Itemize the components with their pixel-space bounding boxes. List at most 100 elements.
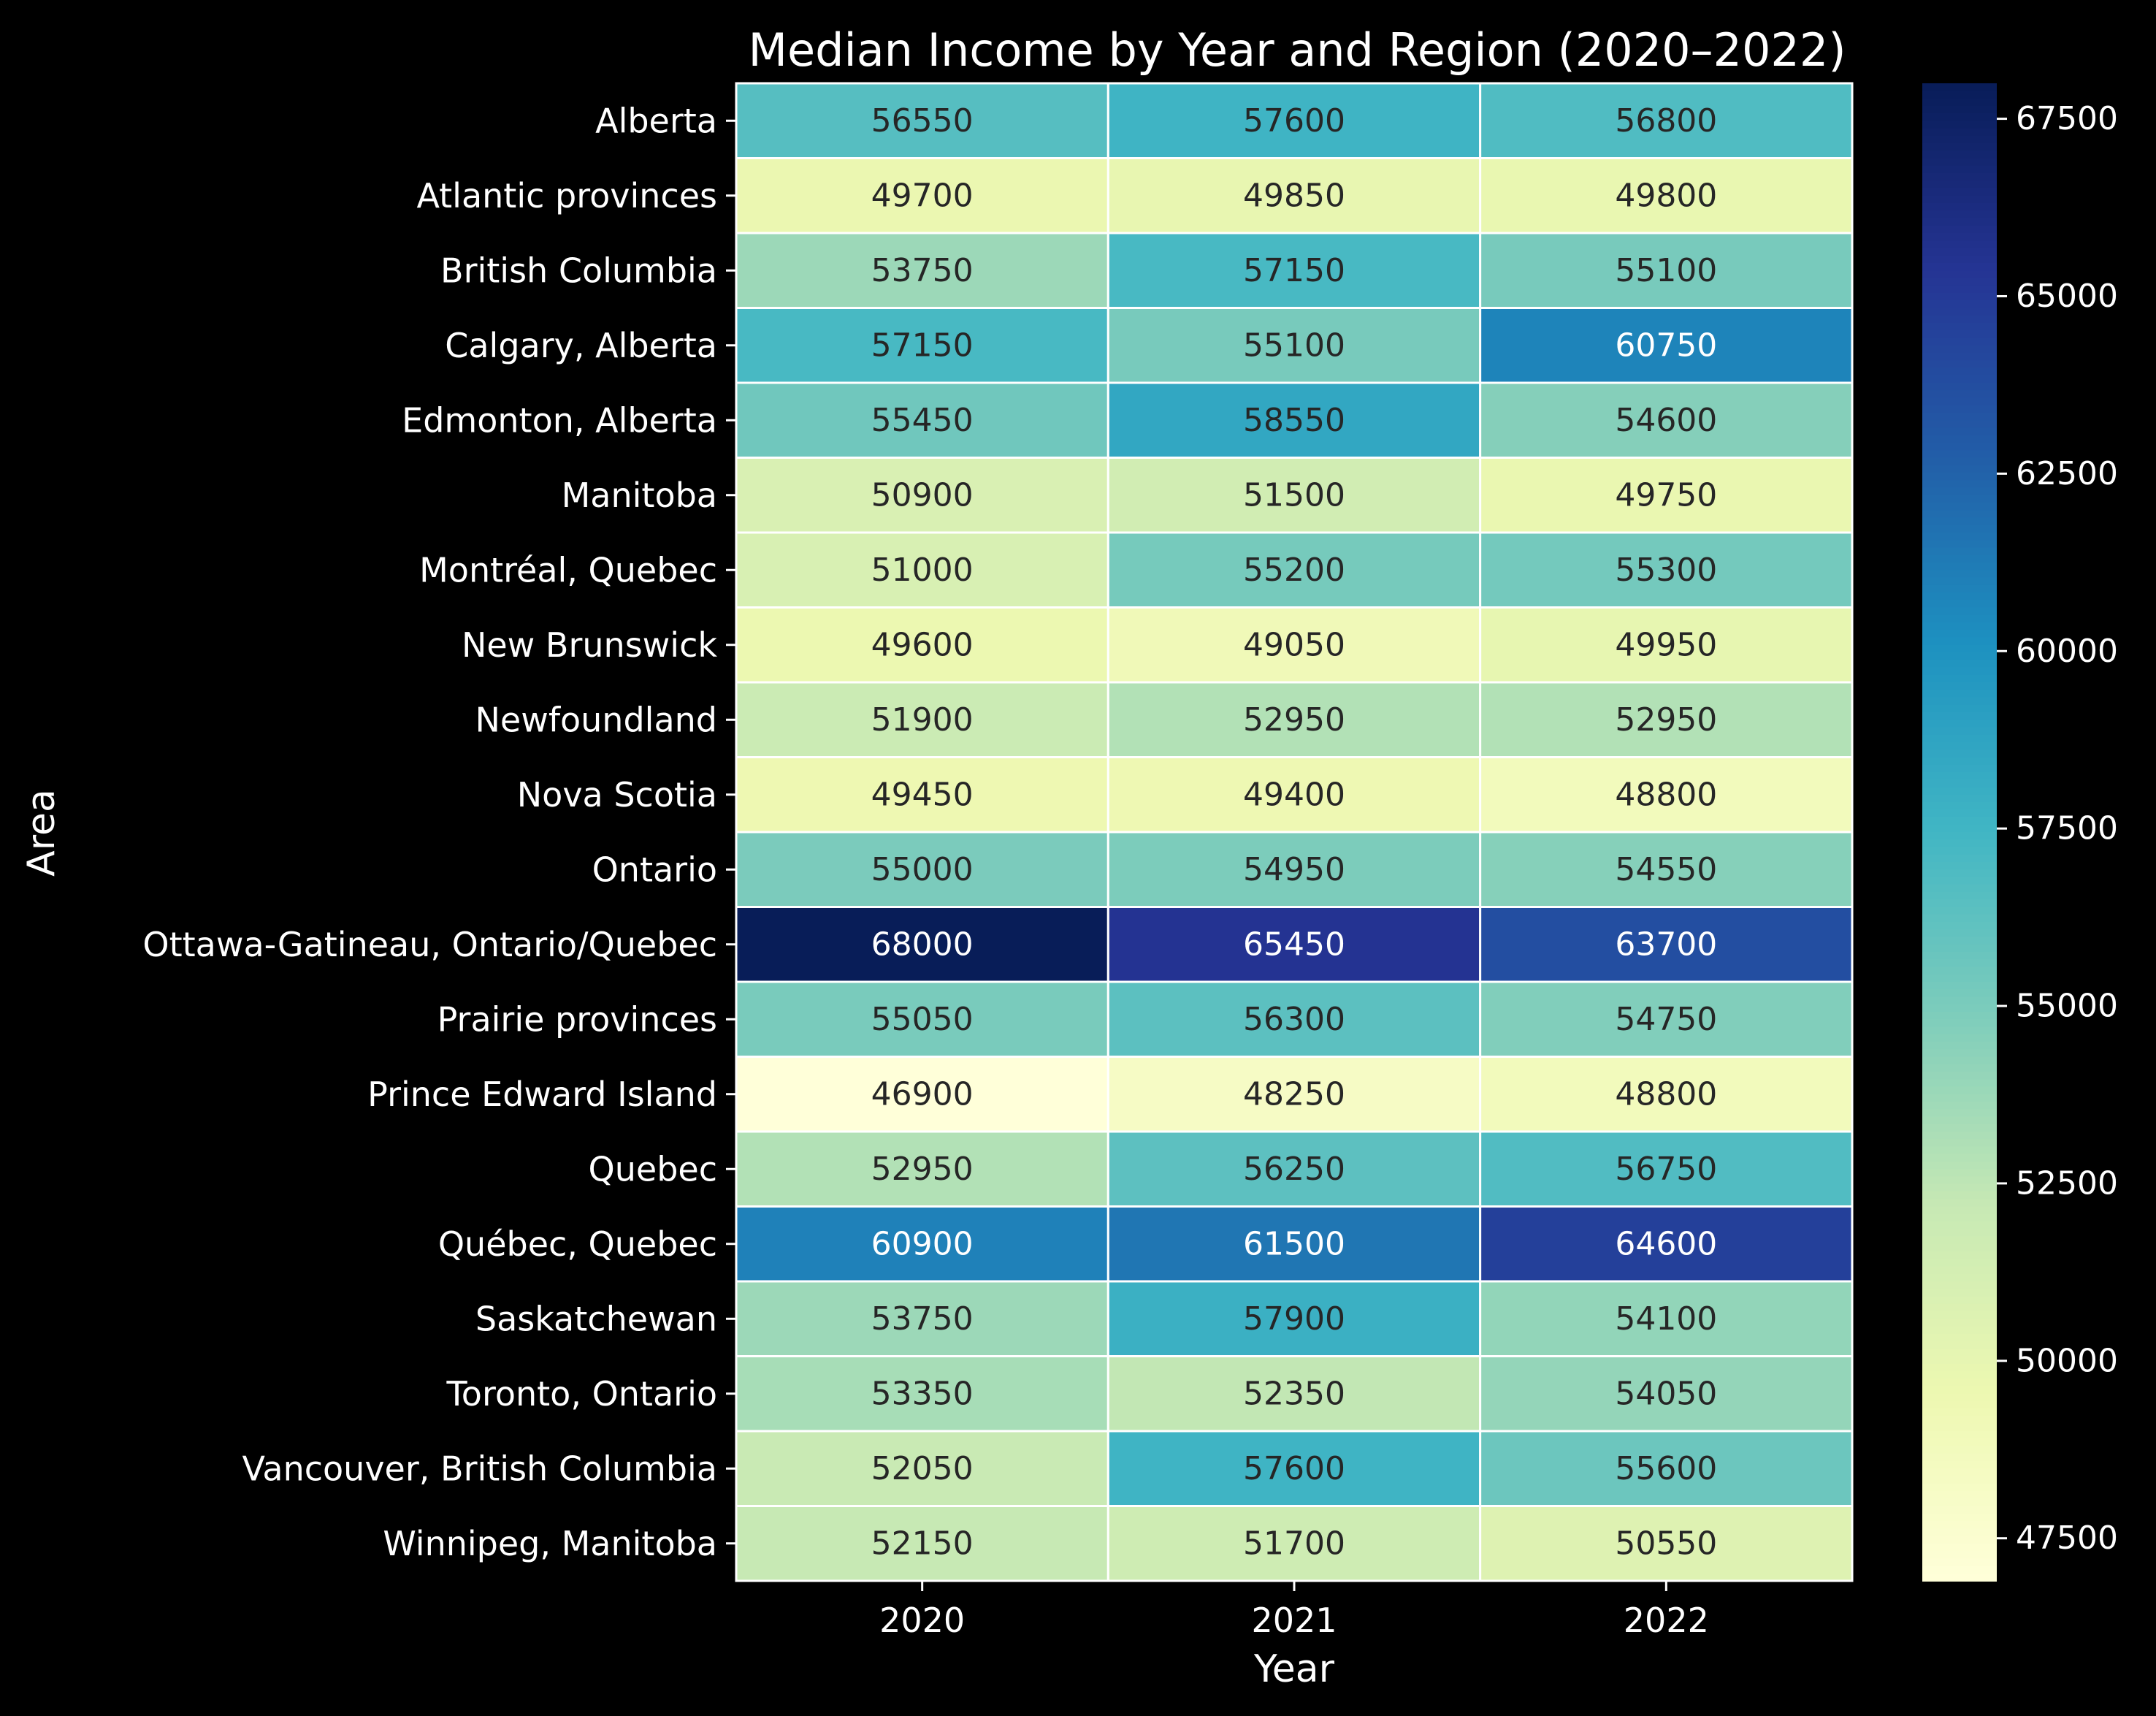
colorbar-segment	[1922, 225, 1997, 234]
colorbar-segment	[1922, 1079, 1997, 1088]
colorbar-segment	[1922, 443, 1997, 451]
colorbar-segment	[1922, 457, 1997, 466]
colorbar-segment	[1922, 607, 1997, 616]
colorbar-segment	[1922, 547, 1997, 556]
colorbar-segment	[1922, 1019, 1997, 1028]
colorbar-segment	[1922, 293, 1997, 302]
colorbar-segment	[1922, 742, 1997, 751]
colorbar-segment	[1922, 750, 1997, 758]
colorbar-segment	[1922, 203, 1997, 212]
row-label: Nova Scotia	[517, 775, 717, 815]
colorbar-segment	[1922, 1483, 1997, 1492]
heatmap-cell	[1106, 457, 1482, 534]
colorbar-tick-label: 47500	[2016, 1519, 2118, 1557]
column-labels: 2020 2021 2022	[879, 1581, 1709, 1640]
colorbar-segment	[1922, 315, 1997, 324]
column-label: 2020	[879, 1601, 965, 1640]
colorbar-segment	[1922, 1266, 1997, 1275]
cell-value-label: 54750	[1615, 1001, 1717, 1038]
colorbar-segment	[1922, 1311, 1997, 1320]
colorbar-segment	[1922, 113, 1997, 122]
colorbar-segment	[1922, 809, 1997, 818]
colorbar-segment	[1922, 1461, 1997, 1470]
colorbar-segment	[1922, 1468, 1997, 1477]
colorbar-segment	[1922, 1026, 1997, 1035]
colorbar-segment	[1922, 473, 1997, 481]
colorbar-segment	[1922, 367, 1997, 376]
colorbar-segment	[1922, 944, 1997, 953]
colorbar-segment	[1922, 1094, 1997, 1102]
colorbar-segment	[1922, 1453, 1997, 1462]
colorbar-segment	[1922, 345, 1997, 354]
colorbar-segment	[1922, 1199, 1997, 1208]
cell-value-label: 60900	[871, 1225, 974, 1262]
colorbar-segment	[1922, 794, 1997, 803]
colorbar-segment	[1922, 150, 1997, 159]
heatmap-cell	[1479, 1355, 1854, 1433]
heatmap-cell	[1479, 906, 1854, 983]
heatmap-cell	[735, 1430, 1109, 1507]
heatmap-cell	[1479, 1280, 1854, 1357]
colorbar-segment	[1922, 1558, 1997, 1567]
colorbar-segment	[1922, 847, 1997, 855]
heatmap-cell	[735, 1280, 1109, 1357]
colorbar-segment	[1922, 1326, 1997, 1335]
colorbar-segment	[1922, 592, 1997, 601]
colorbar-segment	[1922, 577, 1997, 586]
colorbar-segment	[1922, 1431, 1997, 1440]
colorbar-segment	[1922, 720, 1997, 728]
colorbar-segment	[1922, 1513, 1997, 1522]
cell-value-label: 49050	[1243, 626, 1345, 663]
heatmap-cells: 56550 57600 56800 49700 49850 49800 53750 57150…	[735, 82, 1854, 1582]
colorbar-segment	[1922, 465, 1997, 473]
colorbar-segment	[1922, 1356, 1997, 1365]
colorbar-segment	[1922, 240, 1997, 249]
heatmap-cell	[1479, 1056, 1854, 1133]
colorbar-segment	[1922, 1341, 1997, 1350]
colorbar-segment	[1922, 375, 1997, 384]
colorbar-segment	[1922, 839, 1997, 848]
colorbar-segment	[1922, 877, 1997, 885]
colorbar-segment	[1922, 360, 1997, 369]
colorbar-segment	[1922, 1251, 1997, 1260]
colorbar-segment	[1922, 630, 1997, 638]
colorbar-segment	[1922, 614, 1997, 623]
cell-value-label: 57600	[1243, 1450, 1345, 1487]
colorbar-segment	[1922, 1034, 1997, 1042]
colorbar-segment	[1922, 105, 1997, 114]
colorbar-segment	[1922, 1401, 1997, 1410]
colorbar-segment	[1922, 1281, 1997, 1290]
colorbar-segment	[1922, 862, 1997, 871]
colorbar-tick-label: 52500	[2016, 1164, 2118, 1202]
colorbar-segment	[1922, 1132, 1997, 1140]
cell-value-label: 65450	[1243, 926, 1345, 963]
heatmap-cell	[1106, 606, 1482, 684]
row-label: Prince Edward Island	[367, 1075, 717, 1114]
colorbar-tick-label: 55000	[2016, 988, 2118, 1025]
heatmap-cell	[1479, 307, 1854, 384]
colorbar-segment	[1922, 330, 1997, 339]
colorbar-segment	[1922, 660, 1997, 668]
heatmap-cell	[735, 681, 1109, 758]
colorbar-segment	[1922, 779, 1997, 788]
row-label: Calgary, Alberta	[445, 326, 717, 365]
colorbar-segment	[1922, 383, 1997, 392]
colorbar-segment	[1922, 413, 1997, 422]
colorbar-segment	[1922, 180, 1997, 189]
colorbar-segment	[1922, 210, 1997, 219]
cell-value-label: 56250	[1243, 1151, 1345, 1188]
colorbar-segment	[1922, 1153, 1997, 1162]
heatmap-cell	[1106, 531, 1482, 609]
cell-value-label: 49850	[1243, 177, 1345, 214]
colorbar-segment	[1922, 989, 1997, 998]
cell-value-label: 51900	[871, 701, 974, 739]
colorbar-segment	[1922, 533, 1997, 541]
colorbar-segment	[1922, 996, 1997, 1005]
colorbar-segment	[1922, 959, 1997, 968]
row-label: Winnipeg, Manitoba	[383, 1524, 717, 1563]
heatmap-cell	[1479, 831, 1854, 908]
colorbar-segment	[1922, 1543, 1997, 1552]
heatmap-cell	[1479, 756, 1854, 834]
cell-value-label: 56750	[1615, 1151, 1717, 1188]
cell-value-label: 55300	[1615, 552, 1717, 589]
